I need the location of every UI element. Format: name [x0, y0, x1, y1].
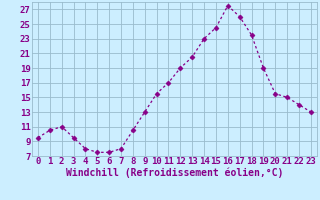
X-axis label: Windchill (Refroidissement éolien,°C): Windchill (Refroidissement éolien,°C) — [66, 168, 283, 178]
